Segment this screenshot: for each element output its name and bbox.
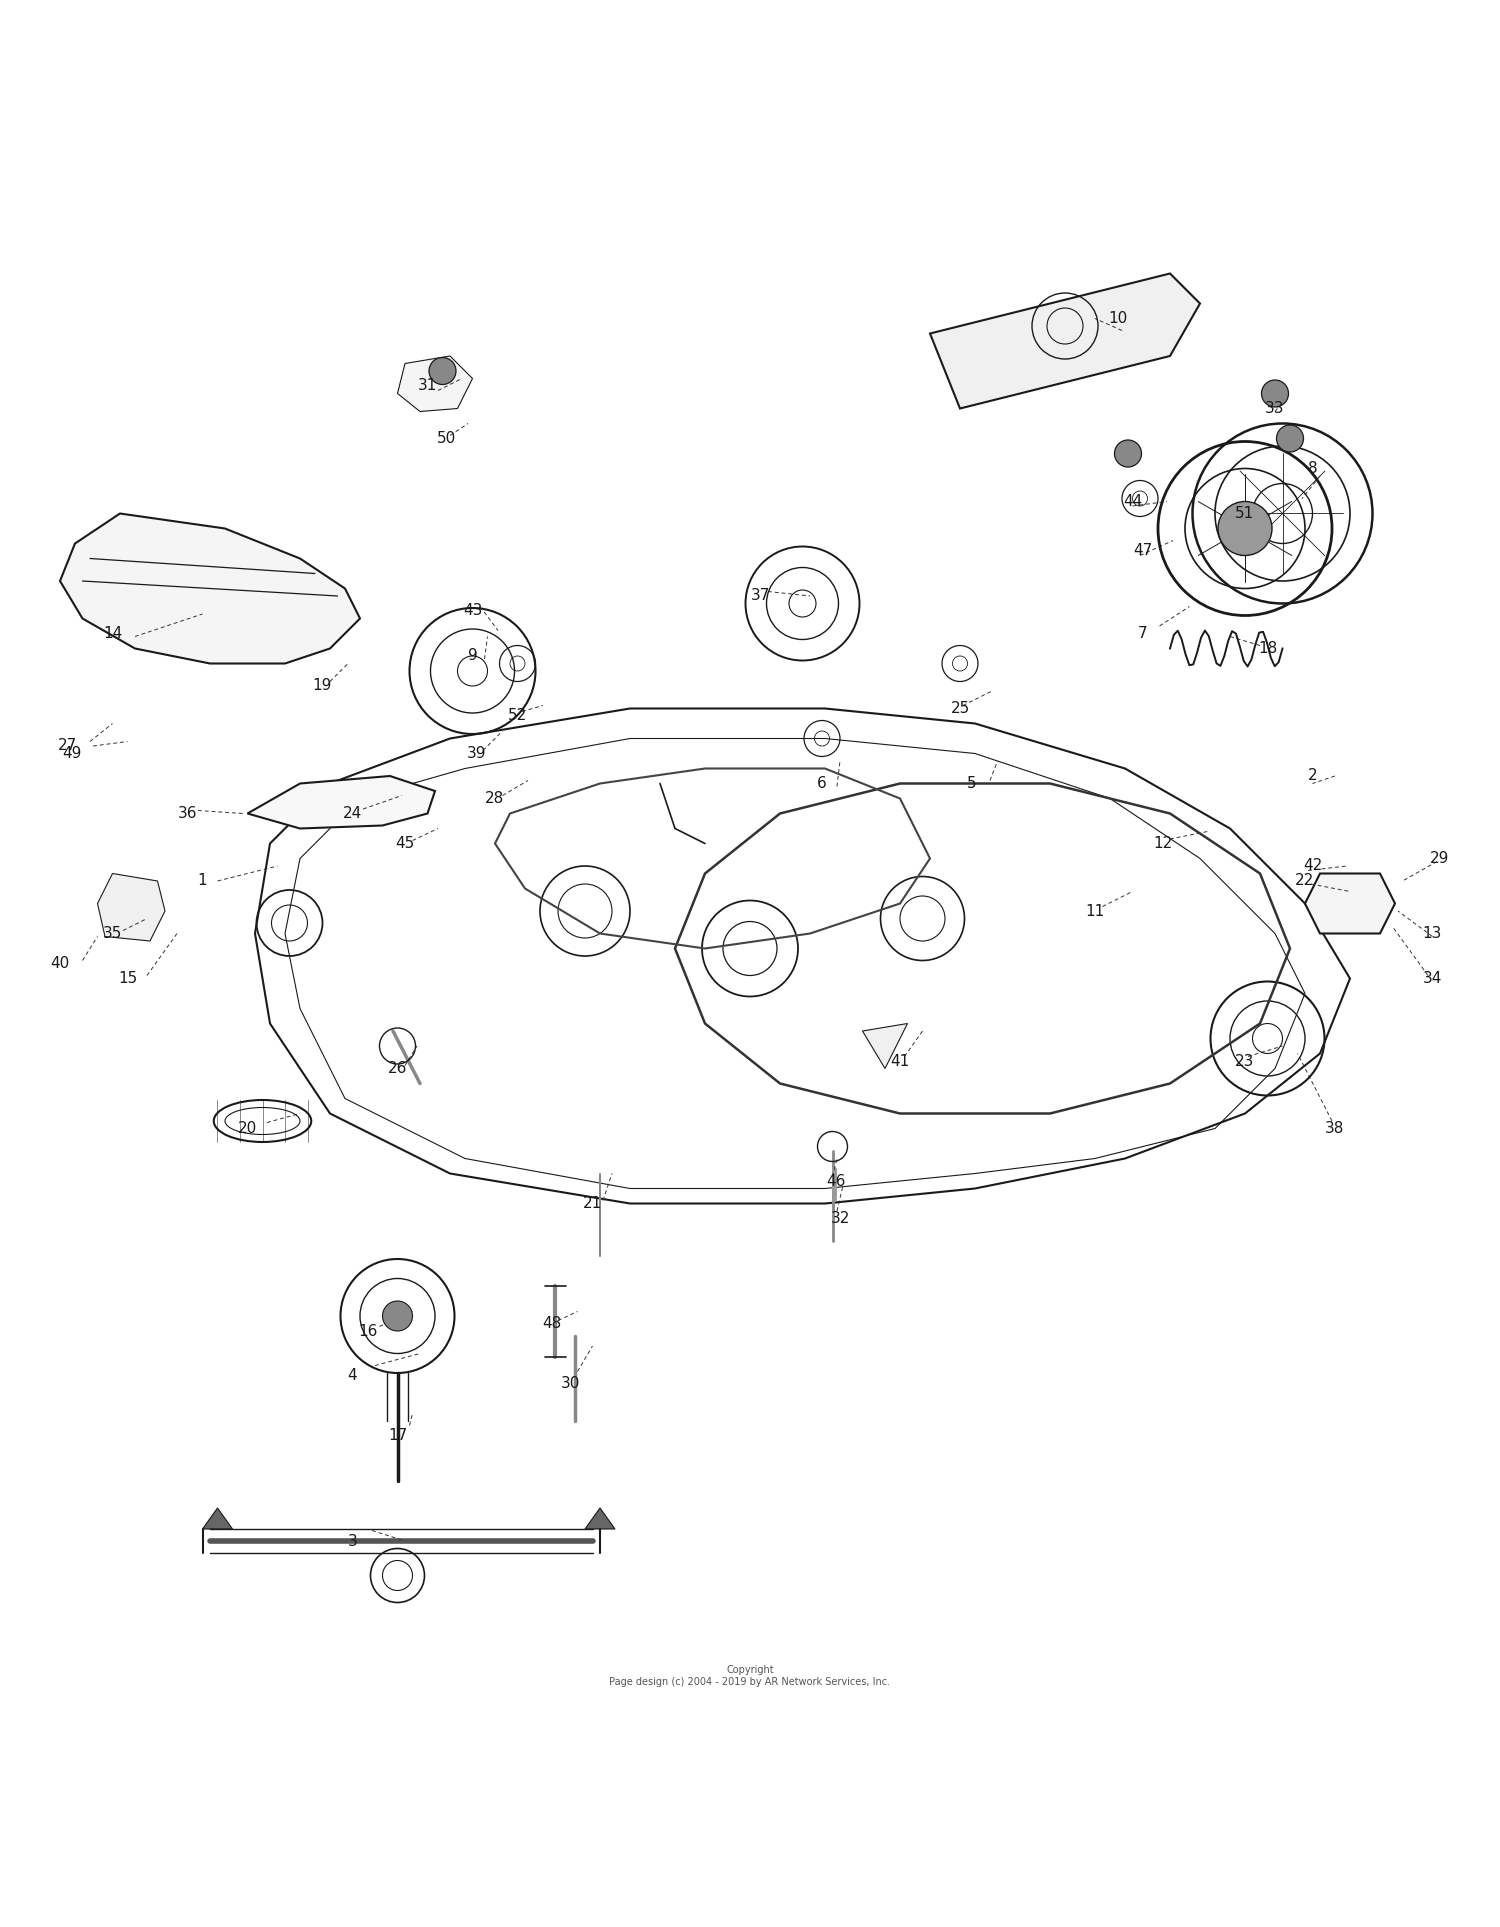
Text: 51: 51 [1236,507,1254,520]
Text: 37: 37 [752,588,770,603]
Text: 19: 19 [314,678,332,694]
Polygon shape [248,777,435,829]
Text: 36: 36 [177,805,198,821]
Text: 8: 8 [1308,461,1317,476]
Polygon shape [98,873,165,940]
Text: 11: 11 [1086,904,1104,919]
Text: 41: 41 [891,1054,909,1068]
Text: Jacks
Small
Engines: Jacks Small Engines [652,915,788,1012]
Text: 30: 30 [561,1376,579,1391]
Text: 38: 38 [1326,1122,1344,1137]
Text: 45: 45 [396,836,414,852]
Text: 13: 13 [1424,927,1442,940]
Text: 32: 32 [831,1210,849,1226]
Text: 21: 21 [584,1197,602,1210]
Text: Copyright
Page design (c) 2004 - 2019 by AR Network Services, Inc.: Copyright Page design (c) 2004 - 2019 by… [609,1665,891,1686]
Text: 47: 47 [1134,543,1152,559]
Polygon shape [585,1509,615,1528]
Text: 28: 28 [486,790,504,805]
Polygon shape [255,709,1350,1204]
Polygon shape [398,356,472,412]
Text: 26: 26 [388,1062,406,1075]
Text: 33: 33 [1264,401,1284,416]
Circle shape [429,358,456,385]
Polygon shape [202,1509,232,1528]
Polygon shape [60,513,360,663]
Text: 49: 49 [63,746,81,761]
Text: 20: 20 [238,1122,256,1137]
Text: 40: 40 [51,956,69,971]
Text: 34: 34 [1424,971,1442,987]
Text: 7: 7 [1138,626,1148,642]
Text: 52: 52 [509,709,526,723]
Text: 23: 23 [1236,1054,1254,1068]
Text: 29: 29 [1431,852,1449,865]
Text: 3: 3 [348,1534,357,1549]
Text: 44: 44 [1124,493,1142,509]
Text: 48: 48 [543,1316,561,1332]
Text: 10: 10 [1108,310,1126,326]
Text: 12: 12 [1154,836,1172,852]
Text: 31: 31 [419,378,436,393]
Text: 17: 17 [388,1428,406,1443]
Text: 42: 42 [1304,859,1322,873]
Text: 16: 16 [358,1324,376,1339]
Polygon shape [1305,873,1395,933]
Text: 15: 15 [118,971,136,987]
Text: 24: 24 [344,805,362,821]
Polygon shape [930,274,1200,409]
Text: 25: 25 [951,701,969,717]
Text: 14: 14 [104,626,122,642]
Text: 6: 6 [818,777,827,790]
Text: 5: 5 [968,777,976,790]
Text: 2: 2 [1308,769,1317,784]
Text: 46: 46 [827,1174,844,1189]
Circle shape [1262,380,1288,407]
Circle shape [1218,501,1272,555]
Text: 27: 27 [58,738,76,753]
Text: 35: 35 [104,927,122,940]
Text: 9: 9 [468,649,477,663]
Text: 43: 43 [464,603,482,619]
Text: 39: 39 [468,746,486,761]
Circle shape [382,1301,412,1332]
Polygon shape [862,1023,907,1068]
Text: 1: 1 [198,873,207,888]
Circle shape [1114,439,1142,466]
Circle shape [1276,426,1304,453]
Text: 4: 4 [348,1368,357,1384]
Text: 50: 50 [438,432,456,445]
Text: 18: 18 [1258,642,1276,655]
Text: 22: 22 [1296,873,1314,888]
